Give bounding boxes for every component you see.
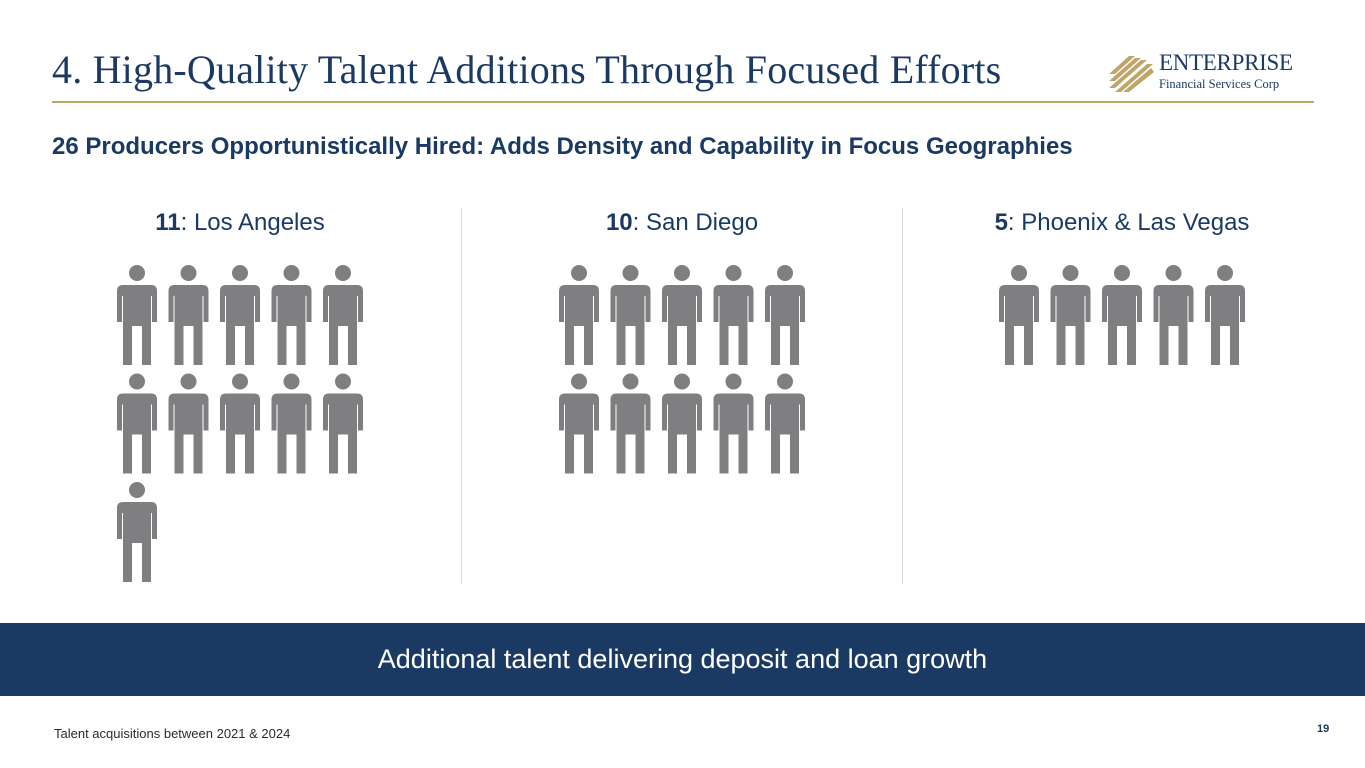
person-icon: [610, 265, 651, 365]
person-icon: [1102, 265, 1142, 365]
people-grid: [559, 265, 805, 474]
person-icon: [765, 373, 805, 474]
person-icon: [1050, 265, 1091, 365]
enterprise-logo-mark-icon: [1109, 56, 1154, 92]
person-icon: [999, 265, 1039, 365]
person-icon: [662, 265, 702, 365]
footnote: Talent acquisitions between 2021 & 2024: [54, 726, 291, 741]
group-label: : Los Angeles: [180, 209, 325, 236]
banner-text: Additional talent delivering deposit and…: [377, 644, 988, 674]
person-icon: [168, 265, 209, 365]
group-count: 11: [155, 209, 181, 236]
group-label: : San Diego: [632, 209, 759, 236]
section-subtitle: 26 Producers Opportunistically Hired: Ad…: [52, 133, 1073, 160]
logo-name: ENTERPRISE: [1159, 50, 1293, 75]
person-icon: [1153, 265, 1194, 365]
column-divider: [902, 208, 903, 584]
person-icon: [610, 373, 651, 474]
group-san-diego: 10: San Diego: [462, 208, 902, 588]
person-icon: [323, 265, 363, 365]
person-icon: [117, 373, 157, 474]
person-icon: [117, 482, 157, 582]
person-icon: [168, 373, 209, 474]
person-icon: [220, 373, 260, 474]
person-icon: [713, 265, 754, 365]
person-icon: [323, 373, 363, 474]
column-divider: [461, 208, 462, 584]
person-icon: [117, 265, 157, 365]
person-icon: [662, 373, 702, 474]
people-grid: [117, 265, 363, 582]
summary-banner: Additional talent delivering deposit and…: [0, 623, 1365, 696]
group-heading: 11: Los Angeles: [20, 208, 460, 238]
person-icon: [1205, 265, 1245, 365]
person-icon: [271, 373, 312, 474]
group-phoenix-las-vegas: 5: Phoenix & Las Vegas: [902, 208, 1342, 588]
enterprise-logo: ENTERPRISE Financial Services Corp: [1107, 50, 1317, 94]
person-icon: [713, 373, 754, 474]
people-grid: [999, 265, 1245, 365]
group-los-angeles: 11: Los Angeles: [20, 208, 460, 588]
person-icon: [271, 265, 312, 365]
group-count: 10: [605, 209, 633, 236]
group-heading: 10: San Diego: [462, 208, 902, 238]
person-icon: [559, 265, 599, 365]
group-label: : Phoenix & Las Vegas: [1007, 209, 1250, 236]
person-icon: [765, 265, 805, 365]
title-rule: [52, 101, 1314, 103]
person-icon: [559, 373, 599, 474]
person-icon: [220, 265, 260, 365]
group-heading: 5: Phoenix & Las Vegas: [902, 208, 1342, 238]
group-count: 5: [994, 209, 1008, 236]
page-number: 19: [1317, 723, 1330, 735]
logo-subtitle: Financial Services Corp: [1159, 77, 1280, 91]
page-title: 4. High-Quality Talent Additions Through…: [52, 47, 1002, 92]
